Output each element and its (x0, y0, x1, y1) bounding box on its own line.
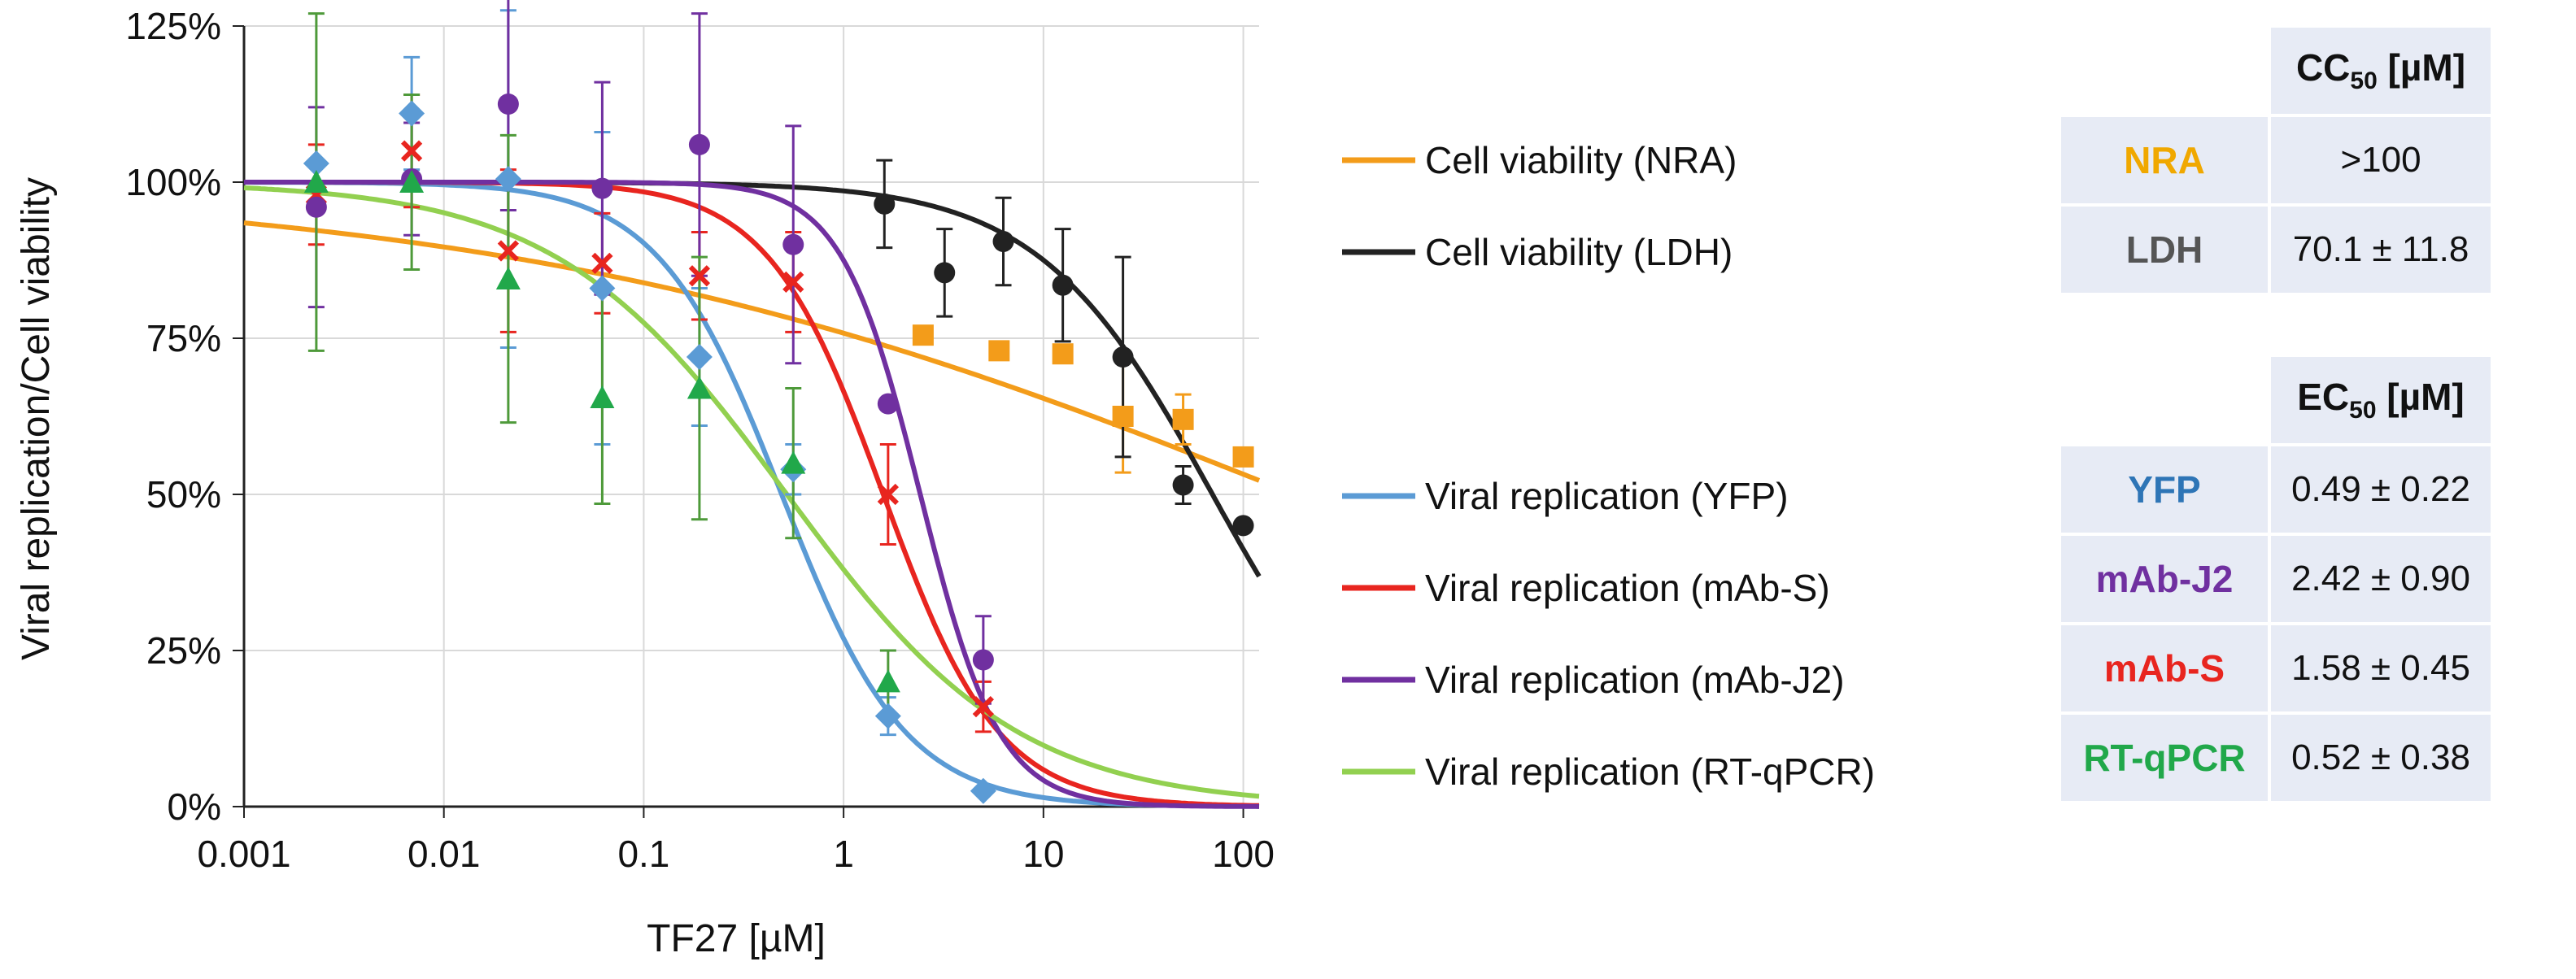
x-tick-label: 10 (1022, 833, 1064, 875)
legend-label: Viral replication (mAb-J2) (1425, 659, 1845, 701)
data-point (1052, 274, 1074, 296)
data-markers (303, 94, 1254, 804)
data-point (688, 133, 710, 155)
data-point (1172, 408, 1194, 430)
error-bars (307, 0, 1192, 737)
y-tick-label: 0% (168, 785, 221, 828)
cc50-table: CC50 [µM] NRA >100 LDH 70.1 ± 11.8 (2058, 24, 2494, 296)
x-tick-label: 1 (833, 833, 854, 875)
ec50-row-label: YFP (2061, 446, 2268, 533)
data-point (1232, 515, 1254, 537)
legend-label: Viral replication (YFP) (1425, 475, 1789, 517)
y-tick-label: 50% (146, 473, 221, 516)
legend-label: Cell viability (NRA) (1425, 139, 1737, 181)
tick-labels: 0.001 0.01 0.1 1 10 100 0% 25% 50% 75% 100% 125% (125, 5, 1275, 875)
data-point (497, 94, 519, 115)
legend: Cell viability (NRA) Cell viability (LDH)… (1342, 139, 1875, 793)
x-tick-label: 0.01 (408, 833, 481, 875)
ec50-corner-blank (2061, 357, 2268, 443)
data-point (591, 177, 613, 199)
data-point (988, 340, 1010, 362)
fit-curve (243, 185, 1260, 799)
cc50-header-unit: [µM] (2377, 46, 2466, 89)
data-point (912, 324, 934, 346)
data-point (877, 393, 899, 415)
data-point (686, 376, 712, 399)
data-point (782, 233, 804, 255)
legend-label: Viral replication (mAb-S) (1425, 567, 1830, 609)
data-point (972, 695, 994, 718)
data-point (686, 344, 713, 371)
data-point (400, 140, 423, 162)
ec50-header-unit: [µM] (2376, 376, 2465, 419)
ec50-row-label: RT-qPCR (2061, 715, 2268, 801)
data-point (874, 193, 896, 215)
data-point (782, 271, 804, 294)
ec50-row-value: 0.52 ± 0.38 (2271, 715, 2491, 801)
data-point (590, 385, 615, 408)
data-point (497, 240, 520, 262)
cc50-header-main: CC (2295, 46, 2351, 89)
cc50-header-sub: 50 (2350, 67, 2378, 95)
data-point (688, 265, 711, 287)
data-point (970, 777, 996, 804)
y-tick-label: 75% (146, 317, 221, 359)
data-point (781, 450, 806, 474)
data-point (303, 150, 329, 176)
data-point (1232, 446, 1254, 468)
cc50-row-value: 70.1 ± 11.8 (2271, 207, 2491, 293)
x-tick-label: 0.001 (197, 833, 290, 875)
data-point (495, 166, 521, 193)
data-point (934, 262, 956, 284)
fit-curve (243, 220, 1261, 483)
data-point (972, 649, 994, 671)
ec50-row-value: 2.42 ± 0.90 (2271, 536, 2491, 622)
y-tick-label: 125% (125, 5, 221, 47)
data-point (874, 703, 901, 729)
data-point (1112, 406, 1134, 427)
data-point (495, 267, 521, 290)
legend-label: Viral replication (RT-qPCR) (1425, 751, 1875, 793)
ec50-row-label: mAb-J2 (2061, 536, 2268, 622)
data-point (303, 170, 329, 193)
data-point (1172, 474, 1194, 496)
data-point (591, 252, 613, 274)
ec50-row-value: 1.58 ± 0.45 (2271, 625, 2491, 711)
data-point (992, 230, 1014, 252)
x-tick-label: 100 (1212, 833, 1275, 875)
ec50-header-main: EC (2297, 376, 2350, 419)
x-axis-title: TF27 [µM] (647, 917, 826, 960)
cc50-row-label: LDH (2061, 207, 2268, 293)
data-point (1052, 343, 1074, 365)
data-point (589, 275, 616, 302)
ec50-row-label: mAb-S (2061, 625, 2268, 711)
cc50-header: CC50 [µM] (2271, 28, 2491, 114)
cc50-row-label: NRA (2061, 117, 2268, 203)
x-tick-label: 0.1 (617, 833, 669, 875)
cc50-corner-blank (2061, 28, 2268, 114)
axes (233, 25, 1259, 818)
ec50-header-sub: 50 (2349, 397, 2377, 424)
ec50-row-value: 0.49 ± 0.22 (2271, 446, 2491, 533)
ec50-header: EC50 [µM] (2271, 357, 2491, 443)
legend-label: Cell viability (LDH) (1425, 231, 1733, 273)
y-axis-title: Viral replication/Cell viability (15, 177, 58, 660)
data-point (399, 170, 425, 193)
data-point (399, 100, 425, 127)
data-point (877, 483, 899, 506)
y-tick-label: 25% (146, 629, 221, 672)
data-point (1112, 346, 1134, 368)
y-tick-label: 100% (125, 161, 221, 203)
ec50-table: EC50 [µM] YFP 0.49 ± 0.22 mAb-J2 2.42 ± … (2058, 354, 2494, 804)
data-point (305, 196, 327, 218)
cc50-row-value: >100 (2271, 117, 2491, 203)
data-point (875, 669, 900, 693)
